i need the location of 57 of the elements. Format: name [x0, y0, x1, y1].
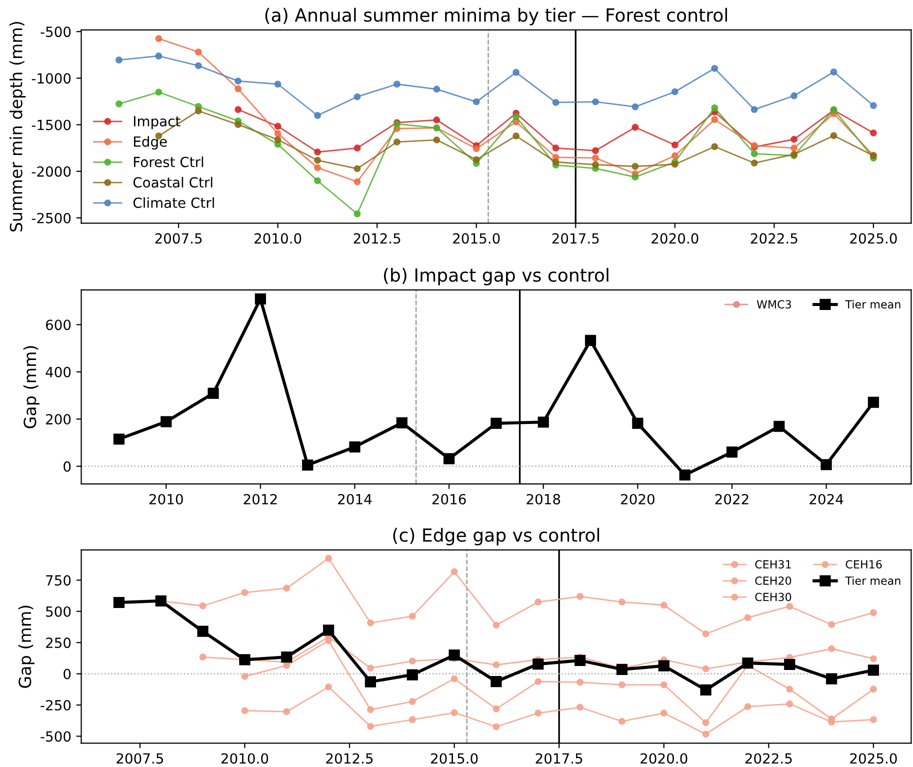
legend-label: CEH20 — [755, 576, 792, 585]
y-tick-label: 500 — [46, 606, 71, 617]
y-tick-label: -500 — [40, 731, 71, 742]
legend-label: Tier mean — [845, 576, 900, 585]
y-tick-label: 750 — [46, 575, 71, 586]
y-tick-label: -1500 — [32, 120, 71, 130]
y-tick-label: 250 — [46, 638, 71, 648]
x-tick-label: 2018 — [526, 494, 560, 504]
y-tick-label: -250 — [40, 700, 71, 710]
x-tick-label: 2010.0 — [254, 233, 302, 244]
legend-label: Forest Ctrl — [134, 156, 204, 168]
x-tick-label: 2022.5 — [750, 233, 798, 244]
y-axis-title: Summer min depth (mm) — [9, 22, 26, 232]
legend-label: Edge — [134, 136, 167, 150]
x-tick-label: 2015.0 — [453, 233, 500, 244]
legend-label: CEH30 — [755, 592, 792, 602]
x-tick-label: 2012 — [244, 494, 277, 504]
chart-title: (a) Annual summer minima by tier — Forest control — [265, 8, 727, 26]
y-tick-label: 400 — [46, 366, 71, 378]
chart-title: (c) Edge gap vs control — [393, 528, 600, 546]
x-tick-label: 2025.0 — [850, 233, 897, 244]
legend-label: Tier mean — [845, 300, 900, 309]
y-tick-label: 600 — [46, 320, 71, 330]
chart-title: (b) Impact gap vs control — [384, 268, 608, 286]
y-tick-label: -500 — [40, 26, 71, 38]
y-tick-label: -1000 — [32, 73, 71, 84]
x-tick-label: 2014 — [338, 494, 372, 504]
x-tick-label: 2012.5 — [354, 233, 400, 244]
x-tick-label: 2007.5 — [116, 753, 164, 764]
x-tick-label: 2017.5 — [552, 233, 599, 244]
x-tick-label: 2012.5 — [326, 753, 373, 764]
x-tick-label: 2010 — [149, 494, 183, 504]
x-tick-label: 2020.0 — [652, 233, 698, 244]
x-tick-label: 2024 — [810, 494, 844, 504]
y-tick-label: 0 — [64, 461, 71, 472]
y-tick-label: 200 — [46, 414, 71, 425]
x-tick-label: 2022.5 — [745, 753, 792, 764]
legend-label: CEH16 — [846, 560, 882, 569]
legend-label: Coastal Ctrl — [133, 176, 212, 188]
y-tick-label: -2000 — [32, 166, 71, 177]
legend-label: CEH31 — [755, 560, 791, 569]
legend-label: Climate Ctrl — [133, 197, 214, 208]
y-tick-label: 0 — [64, 668, 71, 680]
x-tick-label: 2007.5 — [155, 233, 202, 244]
x-tick-label: 2020 — [621, 494, 654, 504]
x-tick-label: 2020.0 — [640, 753, 688, 764]
x-tick-label: 2022 — [715, 494, 748, 504]
x-tick-label: 2015.0 — [431, 753, 478, 764]
y-axis-title: Gap (mm) — [18, 606, 34, 688]
x-tick-label: 2025.0 — [850, 753, 897, 764]
legend-label: WMC3 — [756, 300, 791, 309]
legend-label: Impact — [134, 116, 180, 130]
x-tick-label: 2017.5 — [536, 753, 582, 764]
y-axis-title: Gap (mm) — [23, 346, 40, 428]
x-tick-label: 2016 — [432, 494, 466, 504]
y-tick-label: -2500 — [32, 212, 71, 224]
x-tick-label: 2010.0 — [221, 753, 268, 764]
